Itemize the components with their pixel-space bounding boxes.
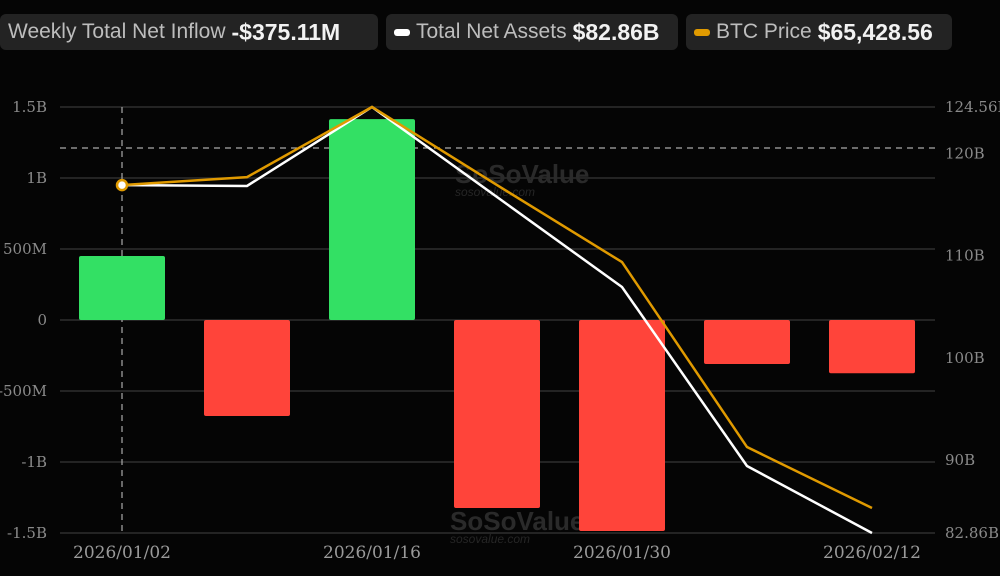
total-net-assets-value: $82.86B: [572, 18, 660, 45]
right-axis-tick: 90B: [945, 451, 975, 469]
left-axis-tick: 1.5B: [12, 98, 47, 116]
left-axis-tick: 500M: [3, 240, 47, 258]
left-axis-tick: -1B: [21, 453, 47, 471]
orange-swatch-icon: [694, 28, 710, 36]
total-net-assets-line: [121, 105, 873, 535]
btc-price-value: $65,428.56: [817, 18, 933, 45]
x-axis-tick: 2026/01/16: [323, 543, 421, 563]
legend-total-net-assets[interactable]: Total Net Assets $82.86B: [386, 14, 678, 50]
net-inflow-value: -$375.11M: [231, 18, 341, 45]
x-axis-tick: 2026/01/02: [73, 543, 171, 563]
watermark-url-2: sosovalue.com: [450, 532, 530, 546]
inflow-bar: [79, 255, 165, 320]
left-axis-tick: -500M: [0, 382, 47, 400]
right-axis-tick: 120B: [945, 145, 985, 163]
white-swatch-icon: [394, 28, 410, 36]
net-inflow-label: Weekly Total Net Inflow: [8, 20, 226, 43]
gridlines: [60, 106, 935, 534]
x-axis-tick: 2026/01/30: [573, 543, 671, 563]
inflow-bar: [579, 320, 665, 532]
left-axis-tick: 1B: [26, 169, 47, 187]
hover-point-marker: [115, 178, 129, 192]
legend-net-inflow[interactable]: Weekly Total Net Inflow -$375.11M: [0, 14, 378, 50]
right-axis-tick: 82.86B: [945, 524, 999, 542]
x-axis-tick: 2026/02/12: [823, 543, 921, 563]
inflow-bar: [204, 320, 290, 416]
watermarks: SoSoValue sosovalue.com SoSoValue sosova…: [450, 159, 589, 546]
left-axis-tick: -1.5B: [7, 524, 47, 542]
btc-price-label: BTC Price: [716, 20, 812, 43]
inflow-bar: [829, 320, 915, 374]
watermark-brand-2: SoSoValue: [450, 506, 584, 536]
right-axis-tick: 110B: [945, 247, 985, 265]
btc-price-line: [121, 105, 873, 510]
right-axis-tick: 124.56B: [945, 98, 1000, 116]
inflow-bar: [454, 320, 540, 509]
legend-btc-price[interactable]: BTC Price $65,428.56: [686, 14, 952, 50]
inflow-bar: [704, 320, 790, 365]
inflow-bar: [329, 119, 415, 320]
right-axis-tick: 100B: [945, 349, 985, 367]
left-axis-tick: 0: [37, 311, 47, 329]
total-net-assets-label: Total Net Assets: [416, 20, 567, 43]
